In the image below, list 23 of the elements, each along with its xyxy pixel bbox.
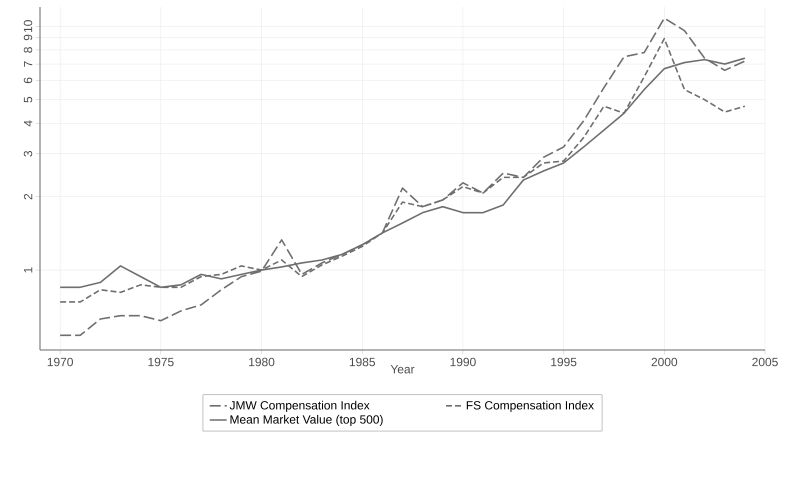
x-tick-label: 1980 [249,358,274,366]
x-axis-title: Year [390,365,414,374]
y-tick-label: 6 [24,78,32,84]
y-tick-label: 5 [24,96,32,103]
y-tick-label: 7 [24,61,32,67]
line-series [59,17,746,336]
legend-label: FS Compensation Index [466,400,594,412]
y-tick-label: 3 [24,150,32,157]
x-tick-label: 2005 [752,358,778,366]
y-tick-label: 9 [24,34,32,40]
y-tick-label: 4 [24,120,32,126]
y-tick-label: 2 [24,194,32,200]
y-tick-label: 10 [24,20,32,32]
x-tick-label: 2000 [652,358,678,366]
y-tick-label: 1 [24,267,32,272]
x-tick-label: 1990 [450,358,476,366]
legend-label: JMW Compensation Index [230,400,370,412]
x-tick-label: 1975 [148,358,174,366]
x-tick-label: 1985 [350,358,376,366]
y-tick-label: 8 [24,47,32,53]
x-tick-label: 1995 [551,358,576,366]
legend-label: Mean Market Value (top 500) [230,414,383,426]
x-tick-label: 1970 [48,358,73,366]
